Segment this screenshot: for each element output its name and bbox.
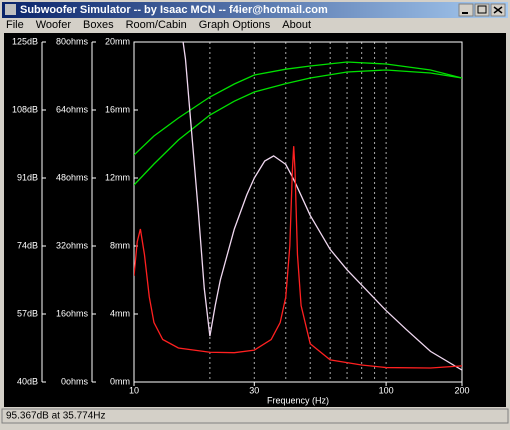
window-title: Subwoofer Simulator -- by Isaac MCN -- f…	[20, 4, 328, 16]
x-tick-label: 30	[249, 385, 259, 395]
y-tick-label: 74dB	[17, 240, 38, 250]
y-tick-label: 48ohms	[56, 172, 89, 182]
y-tick-label: 16ohms	[56, 308, 89, 318]
y-tick-label: 0mm	[110, 376, 130, 386]
status-bar	[1, 408, 509, 424]
x-tick-label: 200	[454, 385, 469, 395]
menu-item[interactable]: Woofer	[36, 19, 72, 31]
title-bar	[2, 2, 508, 18]
x-tick-label: 10	[129, 385, 139, 395]
plot-border	[133, 41, 463, 383]
y-tick-label: 80ohms	[56, 36, 89, 46]
curve	[134, 61, 462, 156]
menu-item[interactable]: Room/Cabin	[126, 19, 187, 31]
menu-item[interactable]: Graph Options	[199, 19, 271, 31]
x-tick-label: 100	[379, 385, 394, 395]
app-icon	[5, 4, 16, 15]
y-tick-label: 4mm	[110, 308, 130, 318]
y-tick-label: 0ohms	[61, 376, 89, 386]
x-axis-label: Frequency (Hz)	[267, 395, 329, 405]
menu-bar: File Woofer Boxes Room/Cabin Graph Options Ab…	[6, 19, 311, 31]
status-text: 95.367dB at 35.774Hz	[6, 411, 106, 422]
menu-item[interactable]: File	[6, 19, 24, 31]
y-tick-label: 16mm	[105, 104, 130, 114]
y-tick-label: 91dB	[17, 172, 38, 182]
y-tick-label: 125dB	[12, 36, 38, 46]
y-tick-label: 64ohms	[56, 104, 89, 114]
y-tick-label: 12mm	[105, 172, 130, 182]
menu-item[interactable]: Boxes	[83, 19, 114, 31]
y-tick-label: 20mm	[105, 36, 130, 46]
y-tick-label: 57dB	[17, 308, 38, 318]
window-buttons[interactable]	[458, 3, 506, 17]
curve	[134, 69, 462, 186]
chart: 10 30 100 200 Frequency (Hz) 40dB 57dB 74dB 91dB…	[12, 36, 470, 405]
y-tick-label: 108dB	[12, 104, 38, 114]
y-tick-label: 32ohms	[56, 240, 89, 250]
curve	[134, 146, 462, 369]
y-tick-label: 40dB	[17, 376, 38, 386]
curve	[182, 42, 462, 371]
menu-item[interactable]: About	[282, 19, 311, 31]
y-tick-label: 8mm	[110, 240, 130, 250]
